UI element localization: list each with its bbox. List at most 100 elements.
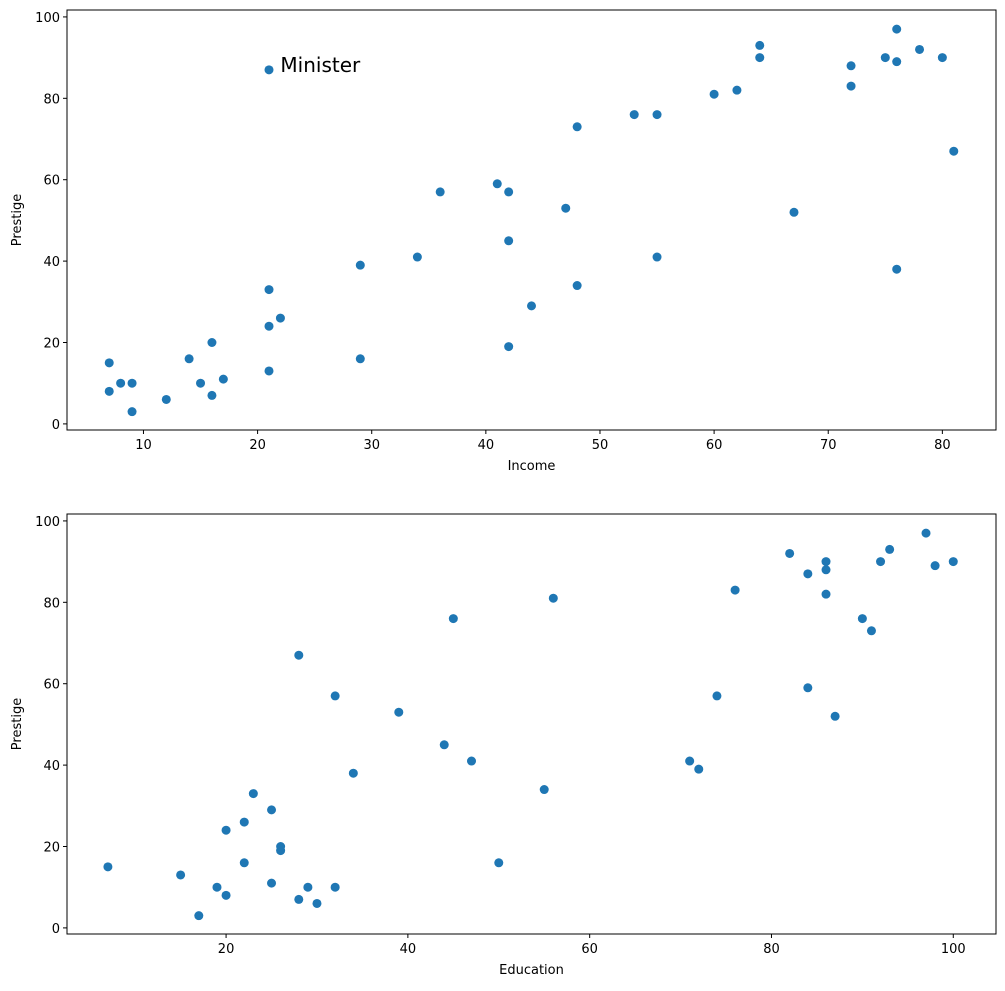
data-point bbox=[355, 354, 365, 364]
data-point bbox=[866, 626, 876, 636]
x-tick-label: 100 bbox=[941, 942, 966, 957]
data-point bbox=[504, 187, 514, 197]
data-point bbox=[732, 85, 742, 95]
data-point bbox=[212, 882, 222, 892]
y-axis-label: Prestige bbox=[10, 698, 25, 750]
data-point bbox=[937, 53, 947, 63]
data-point bbox=[892, 264, 902, 274]
data-point bbox=[830, 711, 840, 721]
data-point bbox=[846, 81, 856, 91]
data-point bbox=[221, 890, 231, 900]
y-tick-label: 20 bbox=[43, 841, 60, 856]
y-tick-label: 100 bbox=[35, 11, 60, 26]
axes-frame bbox=[66, 513, 997, 935]
data-point bbox=[821, 557, 831, 567]
data-point bbox=[267, 805, 277, 815]
y-tick-label: 40 bbox=[43, 255, 60, 270]
x-axis-label: Education bbox=[499, 963, 564, 978]
data-point bbox=[439, 740, 449, 750]
data-point bbox=[803, 683, 813, 693]
data-point bbox=[355, 260, 365, 270]
data-point bbox=[561, 203, 571, 213]
data-point bbox=[915, 44, 925, 54]
data-point bbox=[885, 544, 895, 554]
x-axis-label: Income bbox=[508, 459, 556, 474]
data-point bbox=[880, 53, 890, 63]
y-tick-label: 40 bbox=[43, 759, 60, 774]
data-point bbox=[755, 40, 765, 50]
data-point bbox=[709, 89, 719, 99]
data-point bbox=[239, 858, 249, 868]
data-point bbox=[264, 321, 274, 331]
data-point bbox=[685, 756, 695, 766]
data-point bbox=[652, 110, 662, 120]
data-point bbox=[267, 878, 277, 888]
y-tick-label: 60 bbox=[43, 174, 60, 189]
data-point bbox=[435, 187, 445, 197]
data-point bbox=[821, 589, 831, 599]
x-tick-label: 80 bbox=[763, 942, 780, 957]
data-point bbox=[196, 378, 206, 388]
data-point bbox=[275, 313, 285, 323]
data-point bbox=[494, 858, 504, 868]
axes-frame bbox=[66, 9, 997, 431]
data-point bbox=[857, 614, 867, 624]
data-point bbox=[730, 585, 740, 595]
x-tick-label: 60 bbox=[581, 942, 598, 957]
data-point bbox=[949, 146, 959, 156]
data-point bbox=[218, 374, 228, 384]
data-point bbox=[572, 122, 582, 132]
data-point bbox=[803, 569, 813, 579]
x-tick-label: 20 bbox=[249, 438, 266, 453]
data-point bbox=[789, 207, 799, 217]
x-tick-label: 40 bbox=[478, 438, 495, 453]
data-point bbox=[312, 898, 322, 908]
data-point bbox=[294, 894, 304, 904]
x-tick-label: 10 bbox=[135, 438, 152, 453]
data-point bbox=[264, 285, 274, 295]
data-point bbox=[539, 785, 549, 795]
data-point bbox=[821, 565, 831, 575]
y-tick-label: 0 bbox=[52, 922, 60, 937]
data-point bbox=[330, 882, 340, 892]
data-point bbox=[892, 57, 902, 67]
data-point bbox=[248, 789, 258, 799]
data-point bbox=[467, 756, 477, 766]
data-point bbox=[548, 593, 558, 603]
x-tick-label: 60 bbox=[706, 438, 723, 453]
data-point bbox=[492, 179, 502, 189]
data-point bbox=[394, 707, 404, 717]
y-tick-label: 80 bbox=[43, 92, 60, 107]
data-point bbox=[116, 378, 126, 388]
data-point bbox=[694, 764, 704, 774]
data-point bbox=[504, 342, 514, 352]
y-axis-label: Prestige bbox=[10, 194, 25, 246]
data-point bbox=[348, 768, 358, 778]
x-tick-label: 70 bbox=[820, 438, 837, 453]
y-tick-label: 60 bbox=[43, 678, 60, 693]
y-tick-label: 0 bbox=[52, 418, 60, 433]
data-point bbox=[876, 557, 886, 567]
data-point bbox=[785, 548, 795, 558]
data-point bbox=[330, 691, 340, 701]
data-point bbox=[892, 24, 902, 34]
data-point bbox=[127, 378, 137, 388]
x-tick-label: 20 bbox=[218, 942, 235, 957]
chart-1: 10 20 30 40 50 60 70 80 0 20 40 60 80 100 Income Presti… bbox=[10, 9, 997, 474]
data-point bbox=[104, 358, 114, 368]
data-point bbox=[712, 691, 722, 701]
data-point bbox=[755, 53, 765, 63]
data-point bbox=[921, 528, 931, 538]
annotation-label: Minister bbox=[280, 53, 361, 77]
data-point bbox=[194, 911, 204, 921]
data-point bbox=[161, 394, 171, 404]
data-point bbox=[207, 338, 217, 347]
data-point bbox=[104, 386, 114, 396]
data-point bbox=[264, 65, 274, 75]
data-point bbox=[504, 236, 514, 246]
data-point bbox=[127, 407, 137, 417]
data-point bbox=[930, 561, 940, 571]
data-point bbox=[412, 252, 422, 262]
data-point bbox=[176, 870, 186, 880]
